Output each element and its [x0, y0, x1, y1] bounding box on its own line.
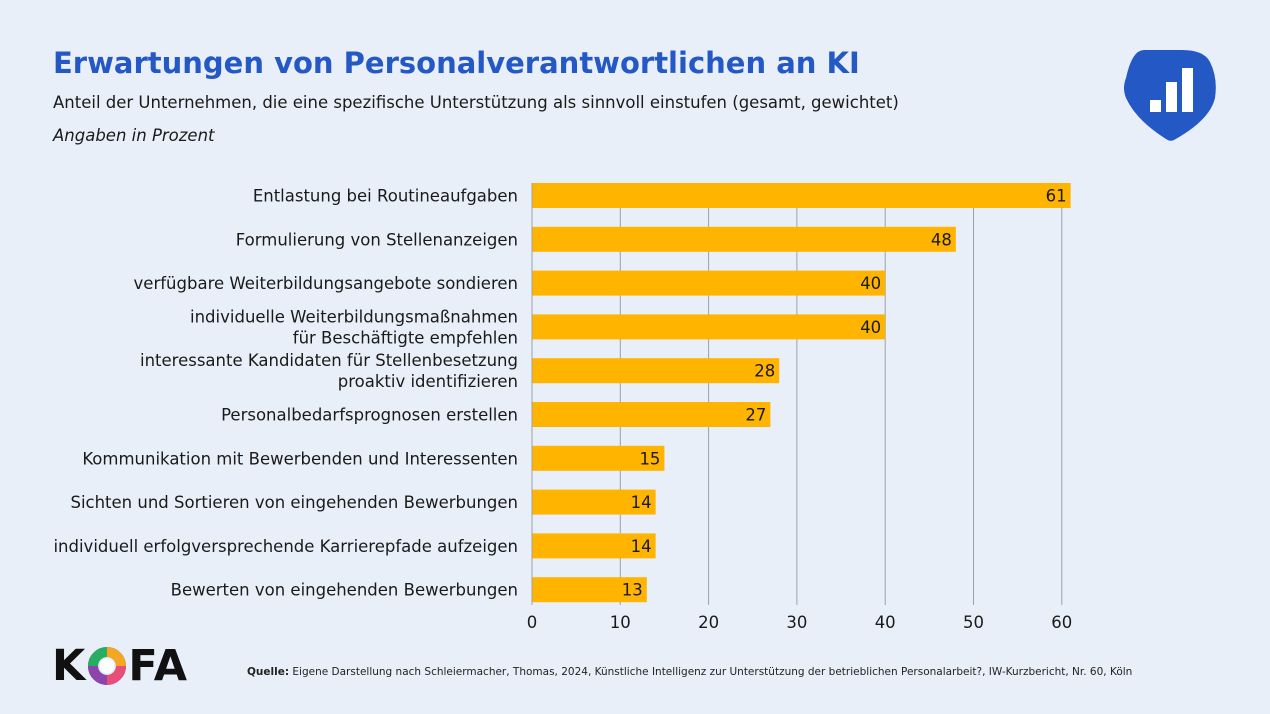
logo-text-left: K	[52, 640, 87, 691]
category-label: Kommunikation mit Bewerbenden und Intere…	[82, 449, 518, 468]
category-label: proaktiv identifizieren	[338, 372, 518, 391]
x-tick-label: 0	[527, 613, 538, 632]
badge-bar-1	[1150, 100, 1161, 112]
source-label: Quelle:	[247, 666, 290, 678]
x-tick-label: 30	[786, 613, 807, 632]
data-label: 28	[754, 362, 775, 381]
category-label: Bewerten von eingehenden Bewerbungen	[171, 581, 518, 600]
bar	[532, 314, 886, 340]
bar	[532, 358, 780, 384]
logo-text-right: FA	[128, 640, 189, 691]
category-label: Sichten und Sortieren von eingehenden Be…	[70, 493, 518, 512]
page-subtitle: Anteil der Unternehmen, die eine spezifi…	[53, 93, 899, 112]
badge-bar-3	[1182, 68, 1193, 112]
x-tick-label: 10	[610, 613, 631, 632]
source-text: Eigene Darstellung nach Schleiermacher, …	[292, 666, 1133, 678]
unit-note: Angaben in Prozent	[53, 126, 215, 145]
category-label: für Beschäftigte empfehlen	[293, 328, 518, 347]
bar	[532, 577, 647, 603]
badge-bar-2	[1166, 82, 1177, 112]
category-label: interessante Kandidaten für Stellenbeset…	[140, 351, 518, 370]
source-note: Quelle: Eigene Darstellung nach Schleier…	[247, 666, 1132, 678]
x-tick-label: 50	[963, 613, 984, 632]
x-tick-label: 60	[1051, 613, 1072, 632]
category-label: Entlastung bei Routineaufgaben	[253, 187, 518, 206]
data-label: 14	[631, 493, 652, 512]
category-label: Formulierung von Stellenanzeigen	[236, 230, 518, 249]
category-label: individuelle Weiterbildungsmaßnahmen	[190, 307, 518, 326]
category-label: individuell erfolgversprechende Karriere…	[53, 537, 518, 556]
x-tick-label: 20	[698, 613, 719, 632]
data-label: 61	[1046, 187, 1067, 206]
bar	[532, 226, 956, 252]
x-tick-label: 40	[875, 613, 896, 632]
page-title: Erwartungen von Personalverantwortlichen…	[53, 46, 860, 80]
bar	[532, 402, 771, 427]
kofa-logo: K FA	[52, 642, 188, 690]
bar	[532, 533, 656, 559]
bar	[532, 445, 665, 471]
bar-chart-icon	[1124, 50, 1216, 141]
data-label: 15	[639, 449, 660, 468]
data-label: 13	[622, 581, 643, 600]
data-label: 40	[860, 318, 881, 337]
category-label: Personalbedarfsprognosen erstellen	[221, 406, 518, 425]
data-label: 48	[931, 230, 952, 249]
bar	[532, 183, 1071, 208]
data-label: 27	[745, 406, 766, 425]
bar	[532, 489, 656, 515]
aperture-icon	[88, 647, 127, 685]
category-label: verfügbare Weiterbildungsangebote sondie…	[134, 274, 518, 293]
bar	[532, 270, 886, 296]
data-label: 14	[631, 537, 652, 556]
data-label: 40	[860, 274, 881, 293]
